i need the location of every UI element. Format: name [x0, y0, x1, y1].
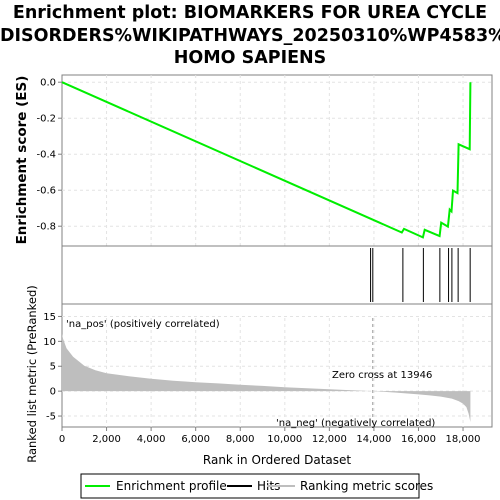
metric-grid: [62, 315, 492, 427]
pos-correlated-label: 'na_pos' (positively correlated): [66, 319, 220, 330]
enrichment-y-tick-label-1: -0.2: [36, 114, 56, 125]
zero-cross-label: Zero cross at 13946: [332, 370, 432, 381]
x-tick-label-1: 2,000: [92, 434, 121, 445]
x-tick-label-6: 12,000: [312, 434, 347, 445]
metric-y-tick-label-3: 0: [50, 387, 56, 398]
enrichment-y-tick-label-0: 0.0: [40, 78, 56, 89]
ranked-metric-area: [62, 333, 471, 422]
enrichment-y-tick-label-4: -0.8: [36, 222, 56, 233]
enrichment-y-ticks: 0.0 -0.2 -0.4 -0.6 -0.8: [36, 78, 62, 233]
x-tick-label-3: 6,000: [181, 434, 210, 445]
x-tick-label-0: 0: [59, 434, 65, 445]
x-tick-label-8: 16,000: [401, 434, 436, 445]
enrichment-y-tick-label-2: -0.4: [36, 150, 56, 161]
x-tick-label-7: 14,000: [356, 434, 391, 445]
hits-panel: [61, 245, 493, 305]
legend-enrichment-label: Enrichment profile: [116, 479, 227, 493]
enrichment-y-tick-label-3: -0.6: [36, 186, 56, 197]
enrichment-profile-line: [61, 81, 472, 239]
x-tick-label-9: 18,000: [446, 434, 481, 445]
x-tick-label-2: 4,000: [137, 434, 166, 445]
metric-y-tick-label-2: 5: [50, 362, 56, 373]
enrichment-y-axis-label: Enrichment score (ES): [14, 76, 30, 245]
hit-lines: [370, 248, 471, 302]
enrichment-panel: 0.0 -0.2 -0.4 -0.6 -0.8 Enrichment score (ES…: [14, 74, 493, 247]
x-tick-label-5: 10,000: [267, 434, 302, 445]
metric-y-tick-label-4: -5: [46, 412, 56, 423]
metric-panel-frame: [61, 303, 493, 428]
hits-panel-frame: [61, 245, 493, 305]
metric-y-tick-label-0: 15: [43, 312, 56, 323]
chart-title-line-3: HOMO SAPIENS: [173, 48, 327, 68]
chart-title: Enrichment plot: BIOMARKERS FOR UREA CYC…: [0, 2, 500, 70]
legend-metric-label: Ranking metric scores: [300, 479, 433, 493]
legend: Enrichment profile Hits Ranking metric s…: [80, 473, 433, 499]
chart-title-line-1: Enrichment plot: BIOMARKERS FOR UREA CYC…: [12, 3, 488, 23]
metric-y-tick-label-1: 10: [43, 337, 56, 348]
x-tick-label-4: 8,000: [226, 434, 255, 445]
enrichment-panel-frame: [61, 74, 493, 247]
chart-title-line-2: DISORDERS%WIKIPATHWAYS_20250310%WP4583%: [0, 25, 500, 46]
metric-y-axis-label: Ranked list metric (PreRanked): [25, 285, 39, 463]
neg-correlated-label: 'na_neg' (negatively correlated): [276, 418, 435, 429]
x-axis-label: Rank in Ordered Dataset: [203, 453, 351, 467]
x-axis-ticks: 0 2,000 4,000 6,000 8,000 10,000 12,000 14,000 1…: [59, 427, 481, 445]
metric-y-ticks: 15 10 5 0 -5: [43, 312, 62, 423]
metric-panel: 'na_pos' (positively correlated) Zero cr…: [25, 285, 493, 467]
